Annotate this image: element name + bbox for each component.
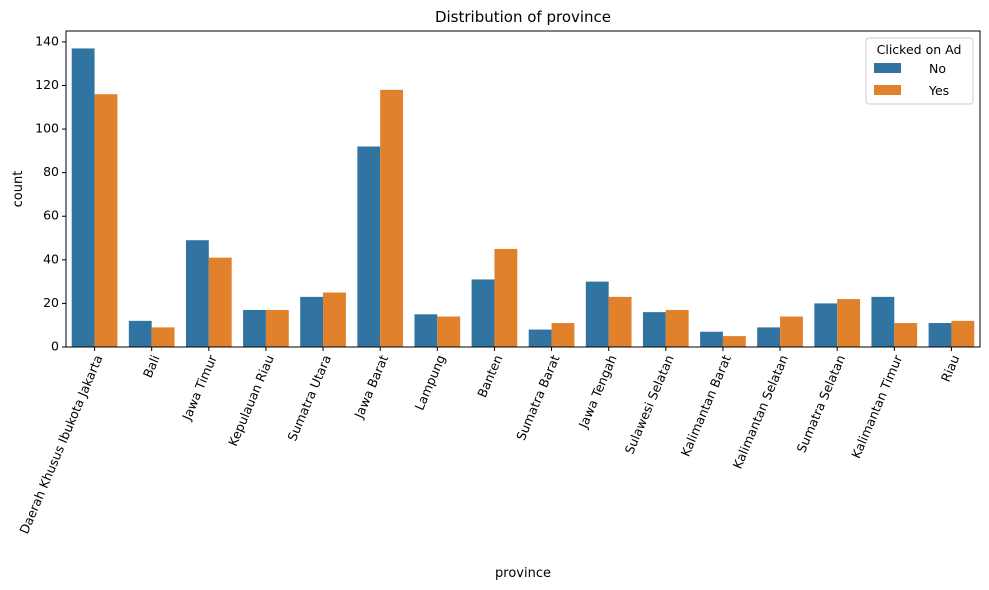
- y-axis: 0 20 40 60 80 100 120 140: [35, 33, 66, 354]
- y-axis-label: count: [11, 171, 26, 208]
- legend-swatch-yes: [874, 85, 901, 95]
- x-axis: Daerah Khusus Ibukota Jakarta Bali Jawa Ti…: [16, 347, 962, 536]
- bars-layer: [71, 48, 975, 348]
- y-tick-label: 60: [43, 208, 59, 223]
- x-tick-label: Sumatra Barat: [513, 353, 563, 443]
- bar-no-13: [814, 303, 838, 347]
- bar-yes-15: [951, 320, 975, 347]
- bar-yes-12: [780, 316, 803, 347]
- x-tick-label: Kalimantan Timur: [848, 352, 905, 461]
- x-tick-label: Kalimantan Barat: [678, 353, 734, 459]
- bar-yes-2: [208, 257, 232, 347]
- y-tick-label: 20: [43, 295, 59, 310]
- bar-yes-8: [551, 323, 575, 347]
- legend-title: Clicked on Ad: [877, 42, 962, 57]
- bar-yes-13: [837, 299, 861, 347]
- bar-yes-0: [94, 94, 118, 347]
- bar-no-15: [928, 323, 952, 347]
- bar-no-6: [414, 314, 438, 347]
- x-tick-label: Bali: [140, 353, 163, 380]
- x-tick-label: Lampung: [412, 353, 449, 413]
- bar-no-0: [71, 48, 95, 348]
- bar-yes-10: [665, 309, 689, 347]
- x-tick-label: Kalimantan Selatan: [730, 353, 791, 471]
- bar-yes-3: [265, 309, 289, 347]
- x-tick-label: Jawa Timur: [179, 352, 221, 423]
- y-tick-label: 100: [35, 121, 59, 136]
- bar-yes-14: [894, 323, 918, 347]
- bar-no-1: [128, 320, 152, 347]
- legend-swatch-no: [874, 63, 901, 73]
- x-tick-label: Banten: [474, 353, 505, 400]
- bar-no-8: [528, 329, 552, 347]
- x-axis-label: province: [495, 566, 551, 581]
- y-tick-label: 80: [43, 164, 59, 179]
- x-tick-label: Kepulauan Riau: [225, 353, 277, 449]
- bar-no-4: [300, 296, 324, 347]
- y-tick-label: 120: [35, 77, 59, 92]
- bar-no-7: [471, 279, 495, 347]
- legend-label-yes: Yes: [928, 83, 949, 98]
- bar-yes-6: [437, 316, 461, 347]
- bar-no-12: [757, 327, 781, 347]
- x-tick-label: Riau: [938, 353, 963, 384]
- bar-no-11: [700, 331, 723, 347]
- bar-no-5: [357, 146, 381, 347]
- bar-no-10: [642, 312, 666, 347]
- plot-frame: [65, 30, 981, 348]
- x-tick-label: Jawa Barat: [351, 353, 391, 422]
- bar-yes-5: [380, 89, 404, 347]
- bar-no-14: [871, 296, 895, 347]
- y-tick-label: 140: [35, 33, 59, 48]
- bar-yes-4: [323, 292, 346, 347]
- x-tick-label: Daerah Khusus Ibukota Jakarta: [16, 353, 105, 536]
- y-tick-label: 40: [43, 251, 59, 266]
- bar-yes-1: [151, 327, 175, 347]
- x-tick-label: Sumatra Selatan: [793, 353, 848, 455]
- x-tick-label: Sumatra Utara: [284, 353, 334, 443]
- bar-yes-11: [722, 336, 746, 347]
- x-tick-label: Jawa Tengah: [575, 353, 620, 431]
- bar-no-2: [185, 240, 209, 347]
- bar-no-9: [585, 281, 609, 347]
- legend-label-no: No: [929, 61, 946, 76]
- bar-no-3: [243, 309, 266, 347]
- bar-yes-7: [494, 248, 518, 347]
- x-tick-label: Sulawesi Selatan: [622, 353, 677, 457]
- chart-title: Distribution of province: [435, 8, 611, 26]
- y-tick-label: 0: [51, 339, 59, 354]
- bar-yes-9: [608, 296, 632, 347]
- legend: Clicked on Ad No Yes: [865, 37, 974, 105]
